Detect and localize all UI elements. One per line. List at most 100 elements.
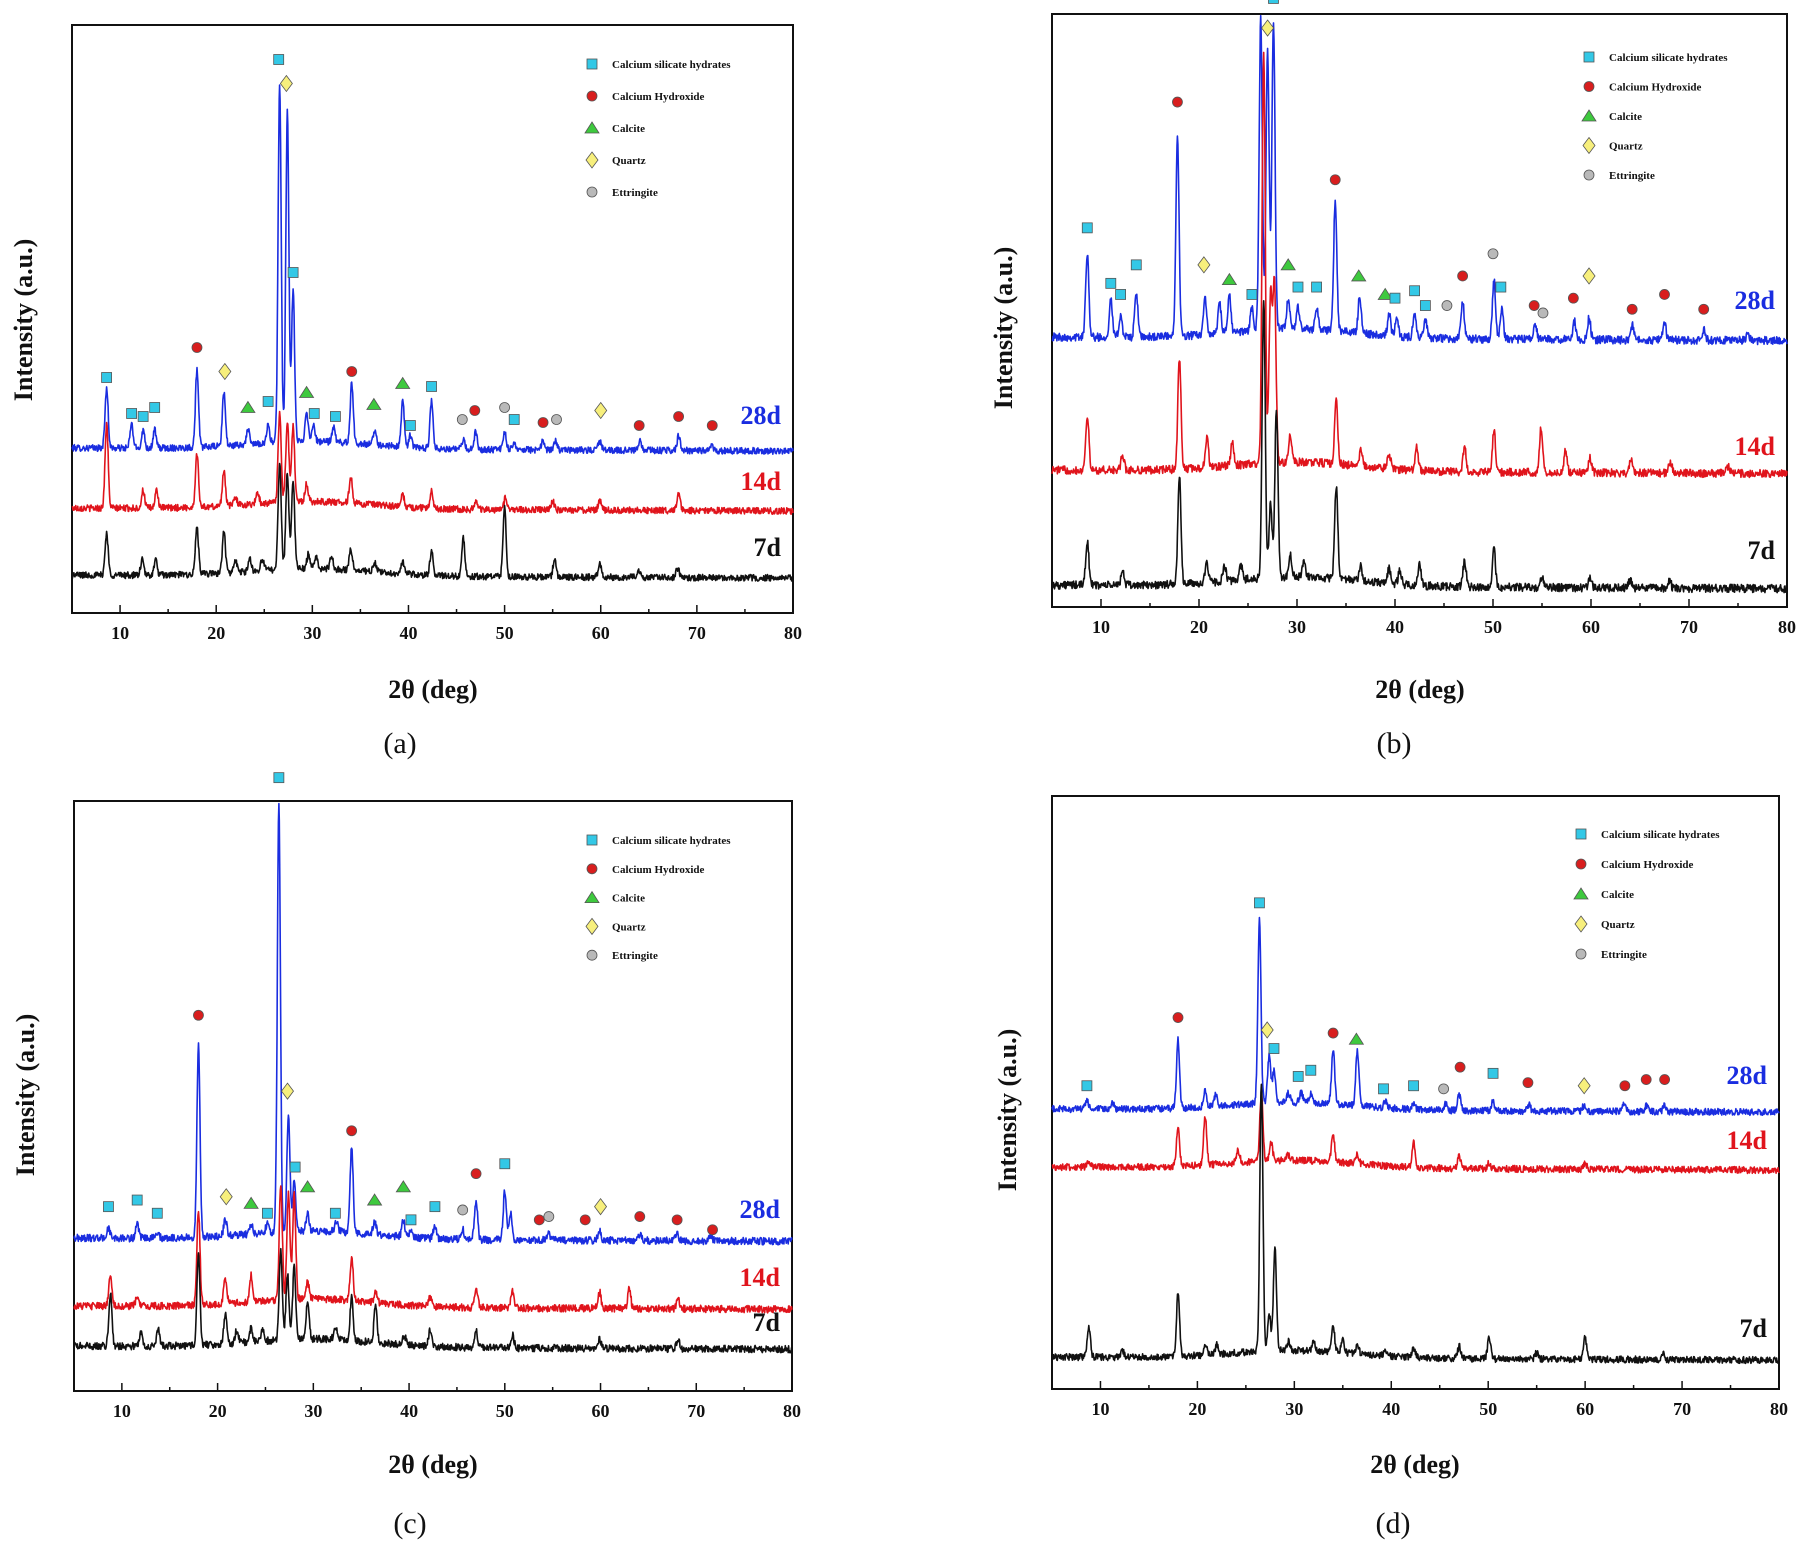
phase-marker-csh — [101, 372, 113, 383]
y-axis-title: Intensity (a.u.) — [9, 239, 38, 402]
legend-marker-calcite — [584, 890, 600, 903]
x-tick-label: 30 — [304, 1401, 322, 1421]
phase-marker-quartz — [1582, 267, 1596, 285]
phase-marker-csh — [289, 1161, 301, 1173]
series-label-7d: 7d — [754, 533, 782, 562]
x-tick-label: 70 — [687, 1401, 705, 1421]
phase-marker-ettringite — [1537, 307, 1549, 319]
plot-frame — [71, 24, 794, 614]
phase-marker-ettringite — [499, 402, 511, 413]
phase-marker-quartz — [279, 74, 293, 93]
phase-marker-csh — [1409, 285, 1420, 297]
series-line-28d — [73, 802, 793, 1246]
phase-marker-csh — [1311, 281, 1322, 293]
phase-marker-csh — [1105, 277, 1117, 289]
phase-marker-csh — [1305, 1064, 1317, 1076]
phase-marker-csh — [262, 396, 274, 407]
panel-label: (b) — [1377, 727, 1412, 760]
phase-marker-calcite — [1221, 272, 1238, 286]
phase-marker-ch — [1454, 1061, 1466, 1073]
x-tick-label: 80 — [784, 623, 802, 643]
x-tick-label: 30 — [1288, 617, 1306, 637]
phase-marker-csh — [1130, 259, 1142, 271]
legend-marker-quartz — [1582, 136, 1596, 155]
x-tick-label: 50 — [1479, 1399, 1497, 1419]
series-label-7d: 7d — [1748, 536, 1776, 565]
x-tick-label: 70 — [1673, 1399, 1691, 1419]
phase-marker-csh — [1115, 289, 1126, 300]
phase-marker-ch — [1457, 270, 1469, 282]
series-line-28d — [1051, 14, 1788, 346]
legend-label: Calcite — [1601, 889, 1634, 901]
phase-marker-csh — [330, 411, 341, 422]
panel-label: (c) — [393, 1507, 426, 1540]
x-axis-title: 2θ (deg) — [1370, 1450, 1459, 1479]
series-label-28d: 28d — [1735, 286, 1776, 315]
phase-marker-csh — [1419, 300, 1431, 311]
phase-marker-quartz — [1261, 19, 1275, 37]
x-tick-label: 10 — [1091, 1399, 1109, 1419]
x-axis-title: 2θ (deg) — [1375, 675, 1464, 704]
legend-label: Quartz — [1601, 919, 1635, 931]
phase-marker-ch — [706, 420, 718, 431]
phase-marker-calcite — [1348, 1032, 1365, 1045]
phase-marker-csh — [137, 411, 149, 422]
phase-marker-ch — [1172, 96, 1183, 108]
legend-label: Quartz — [612, 921, 646, 933]
phase-marker-ch — [1698, 303, 1710, 315]
legend-marker-ettringite — [586, 949, 598, 961]
series-line-14d — [1051, 1091, 1780, 1175]
phase-marker-csh — [426, 381, 437, 392]
phase-marker-calcite — [1351, 269, 1367, 282]
phase-marker-ch — [671, 1214, 683, 1226]
plot-frame — [73, 800, 793, 1392]
phase-marker-csh — [149, 402, 161, 413]
phase-marker-csh — [103, 1201, 114, 1213]
legend-marker-csh — [1583, 51, 1595, 63]
phase-marker-ch — [1619, 1080, 1631, 1092]
phase-marker-ch — [191, 342, 203, 353]
legend-marker-csh — [1575, 828, 1587, 840]
phase-marker-ettringite — [543, 1211, 555, 1222]
phase-marker-csh — [1389, 292, 1401, 304]
legend-label: Calcium Hydroxide — [1601, 859, 1694, 871]
x-tick-label: 80 — [1770, 1399, 1788, 1419]
plot-frame — [1051, 795, 1780, 1390]
phase-marker-csh — [308, 408, 320, 419]
phase-marker-calcite — [1280, 258, 1296, 271]
phase-marker-quartz — [219, 1188, 233, 1206]
x-tick-label: 10 — [113, 1401, 131, 1421]
phase-marker-ch — [1327, 1027, 1339, 1039]
legend-label: Calcium Hydroxide — [1609, 82, 1702, 94]
series-label-14d: 14d — [741, 467, 782, 496]
phase-marker-csh — [1292, 1071, 1304, 1082]
x-tick-label: 50 — [1484, 617, 1502, 637]
series-line-14d — [1051, 51, 1788, 479]
x-tick-label: 40 — [399, 623, 417, 643]
x-tick-label: 20 — [209, 1401, 227, 1421]
legend-label: Ettringite — [612, 187, 658, 199]
phase-marker-calcite — [240, 400, 256, 413]
panel-a: 10 20 30 40 50 60 70 80 2θ (deg) Intensity (a.u.)… — [9, 24, 802, 760]
phase-marker-ch — [346, 366, 358, 377]
legend-label: Calcium silicate hydrates — [1601, 829, 1720, 841]
phase-marker-csh — [287, 267, 299, 278]
phase-marker-csh — [405, 1214, 417, 1226]
phase-marker-ch — [1659, 1074, 1671, 1085]
phase-marker-ch — [1172, 1012, 1184, 1023]
phase-marker-ch — [193, 1009, 204, 1021]
x-tick-label: 60 — [592, 1401, 610, 1421]
phase-marker-csh — [404, 420, 416, 431]
phase-marker-ch — [633, 420, 645, 431]
phase-marker-ettringite — [457, 1204, 469, 1216]
phase-marker-csh — [1081, 1080, 1093, 1092]
legend-label: Calcium silicate hydrates — [612, 59, 731, 71]
phase-marker-ettringite — [1438, 1083, 1450, 1095]
x-tick-label: 20 — [207, 623, 225, 643]
y-axis-title: Intensity (a.u.) — [993, 1029, 1022, 1192]
plot-frame — [1051, 13, 1788, 608]
phase-marker-csh — [1408, 1080, 1419, 1092]
legend-label: Ettringite — [1609, 170, 1655, 182]
phase-marker-csh — [1487, 1067, 1499, 1079]
phase-marker-csh — [273, 772, 285, 784]
